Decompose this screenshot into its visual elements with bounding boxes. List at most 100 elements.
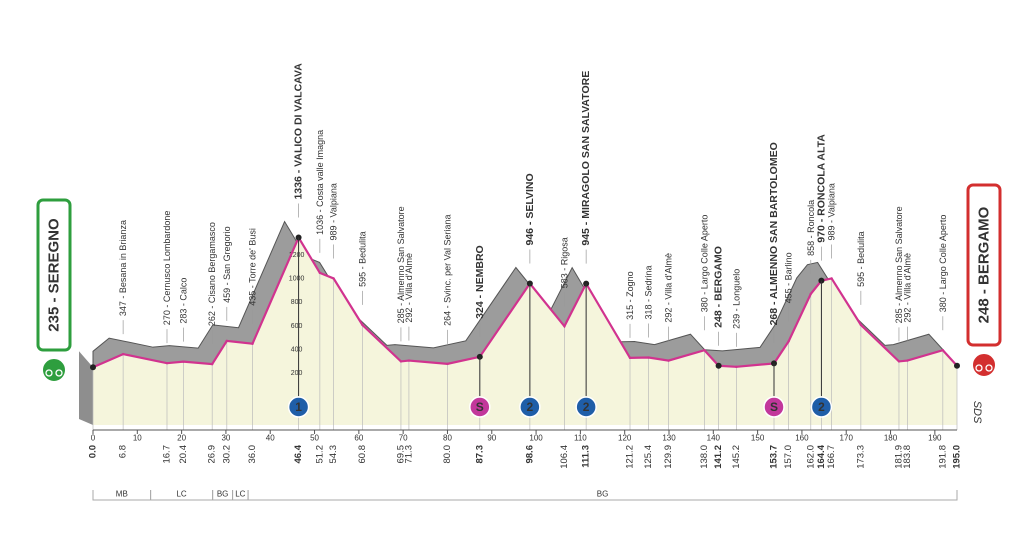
zone-label: LC xyxy=(176,490,186,499)
waypoint xyxy=(715,362,722,369)
waypoint xyxy=(563,325,566,328)
marker-label: 2 xyxy=(583,400,590,414)
town-label: 235 - SEREGNO xyxy=(46,218,63,332)
point-label: 380 - Largo Colle Aperto xyxy=(699,215,709,313)
km-label: 16.7 xyxy=(161,445,172,464)
km-label: 121.2 xyxy=(625,445,636,469)
km-label: 36.0 xyxy=(247,445,258,464)
x-tick-label: 160 xyxy=(795,434,809,443)
point-label: 1336 - VALICO DI VALCAVA xyxy=(293,63,305,200)
km-label: 129.9 xyxy=(663,445,674,469)
km-label: 51.2 xyxy=(314,445,325,464)
km-label: 145.2 xyxy=(731,445,742,469)
point-label: 239 - Longuelo xyxy=(731,269,741,329)
x-tick-label: 150 xyxy=(751,434,765,443)
km-label: 138.0 xyxy=(699,445,710,469)
km-label: 162.0 xyxy=(805,445,816,469)
marker-label: 2 xyxy=(527,400,534,414)
waypoint xyxy=(647,356,650,359)
waypoint xyxy=(954,362,960,369)
waypoint xyxy=(830,277,833,280)
point-label: 292 - Villa d'Almè xyxy=(404,253,414,323)
x-tick-label: 120 xyxy=(618,434,632,443)
x-tick-label: 40 xyxy=(266,434,275,443)
km-label: 80.0 xyxy=(442,445,453,464)
x-tick-label: 30 xyxy=(221,434,230,443)
km-label: 191.8 xyxy=(937,445,948,469)
zone-label: LC xyxy=(235,490,245,499)
zone-bracket xyxy=(247,490,958,501)
km-label: 30.2 xyxy=(221,445,232,464)
marker-label: S xyxy=(770,400,778,414)
marker xyxy=(575,396,597,418)
point-label: 347 - Besana in Brianza xyxy=(118,220,128,316)
y-tick-label: 400 xyxy=(291,346,303,353)
town-label: 248 - BERGAMO xyxy=(976,206,993,323)
x-tick-label: 190 xyxy=(928,434,942,443)
x-tick-label: 80 xyxy=(443,434,452,443)
x-tick-label: 140 xyxy=(707,434,721,443)
km-label: 71.3 xyxy=(403,445,414,464)
waypoint xyxy=(361,323,364,327)
point-label: 270 - Cernusco Lombardone xyxy=(162,211,172,326)
waypoint xyxy=(251,342,254,345)
km-label: 87.3 xyxy=(474,445,485,464)
km-label: 69.5 xyxy=(395,445,406,464)
bike-wheel xyxy=(45,369,53,377)
point-label: 315 - Zogno xyxy=(625,271,635,320)
waypoint xyxy=(787,340,790,343)
x-tick-label: 100 xyxy=(529,434,543,443)
point-label: 262 - Cisano Bergamasco xyxy=(207,222,217,326)
km-label: 164.4 xyxy=(816,444,827,468)
point-label: 595 - Bedulita xyxy=(357,231,367,287)
town-box xyxy=(966,183,1002,347)
town-icon xyxy=(41,357,67,383)
marker-label: S xyxy=(476,400,484,414)
point-label: 318 - Sedrina xyxy=(644,265,654,319)
waypoint xyxy=(225,339,229,343)
zone-label: BG xyxy=(597,490,609,499)
profile-left-face xyxy=(79,351,93,425)
x-tick-label: 110 xyxy=(574,434,587,443)
point-label: 380 - Largo Colle Aperto xyxy=(938,215,948,313)
x-tick-label: 50 xyxy=(310,434,319,443)
waypoint xyxy=(332,277,335,280)
waypoint xyxy=(210,362,214,366)
km-label: 0.0 xyxy=(88,445,99,458)
km-label: 181.9 xyxy=(893,445,904,469)
point-label: 989 - Valpiana xyxy=(827,183,837,240)
marker xyxy=(763,396,785,418)
waypoint xyxy=(735,365,738,369)
waypoint xyxy=(90,364,96,371)
x-tick-label: 170 xyxy=(840,434,854,443)
km-label: 157.0 xyxy=(783,445,794,469)
km-label: 141.2 xyxy=(713,445,724,469)
zone-label: BG xyxy=(217,490,229,499)
y-tick-label: 800 xyxy=(291,299,303,306)
km-label: 54.3 xyxy=(328,445,339,464)
km-label: 98.6 xyxy=(524,445,535,464)
km-label: 6.8 xyxy=(118,445,129,458)
x-tick-label: 10 xyxy=(133,434,142,443)
point-label: 459 - San Gregorio xyxy=(222,226,232,303)
marker xyxy=(519,396,541,418)
profile-front-face xyxy=(93,237,957,425)
point-label: 946 - SELVINO xyxy=(524,173,536,245)
km-label: 26.9 xyxy=(207,445,218,464)
km-label: 195.0 xyxy=(952,445,963,469)
waypoint xyxy=(628,356,632,360)
waypoint xyxy=(703,349,706,352)
point-label: 1036 - Costa valle Imagna xyxy=(315,130,325,235)
point-label: 292 - Villa d'Almè xyxy=(902,253,912,323)
marker xyxy=(469,396,491,418)
point-label: 264 - Svinc. per Val Seriana xyxy=(442,214,452,325)
x-tick-label: 70 xyxy=(399,434,408,443)
y-tick-label: 1000 xyxy=(289,276,305,283)
km-label: 166.7 xyxy=(826,445,837,469)
point-label: 268 - ALMENNO SAN BARTOLOMEO xyxy=(768,142,780,325)
waypoint xyxy=(399,360,403,363)
point-label: 285 - Almenno San Salvatore xyxy=(396,206,406,323)
km-label: 125.4 xyxy=(643,445,654,469)
point-label: 595 - Bedulita xyxy=(856,231,866,287)
